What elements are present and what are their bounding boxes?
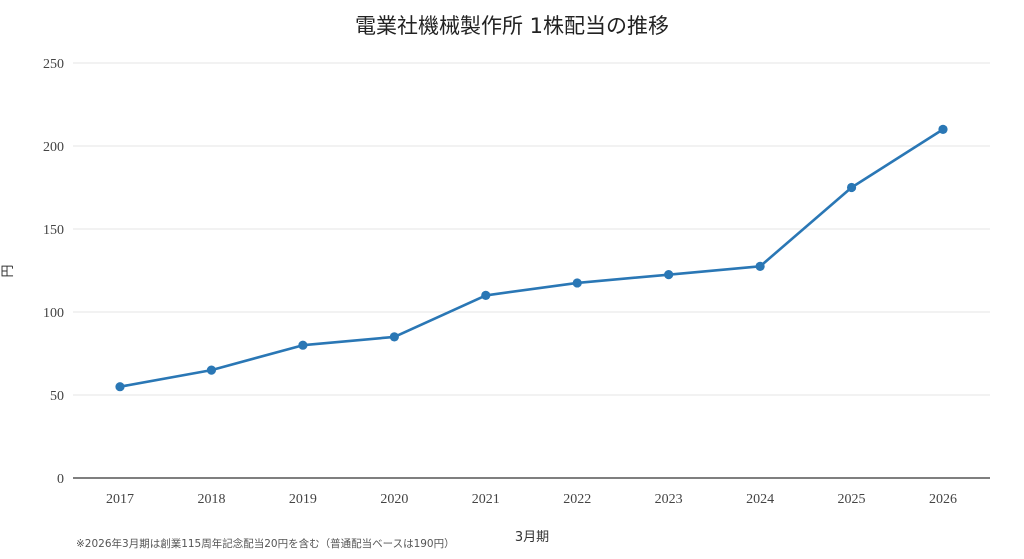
x-tick-label: 2020 — [380, 492, 408, 507]
data-point — [389, 332, 399, 342]
series-layer — [115, 124, 948, 392]
x-tick-label: 2023 — [655, 492, 683, 507]
y-tick-labels: 0 50 100 150 200 250 — [43, 57, 64, 487]
data-point — [206, 365, 217, 375]
data-point — [755, 261, 765, 271]
series-line — [119, 128, 944, 388]
x-tick-label: 2019 — [289, 492, 317, 507]
y-tick-label: 250 — [43, 57, 64, 72]
data-point — [298, 340, 308, 350]
data-point — [481, 290, 491, 300]
x-tick-label: 2024 — [746, 492, 774, 507]
x-tick-label: 2025 — [838, 492, 866, 507]
y-tick-label: 150 — [43, 223, 64, 238]
x-tick-label: 2022 — [563, 492, 591, 507]
chart-title: 電業社機械製作所 1株配当の推移 — [355, 14, 669, 38]
x-tick-label: 2026 — [929, 492, 957, 507]
y-tick-label: 200 — [43, 140, 64, 155]
x-tick-label: 2021 — [472, 492, 500, 507]
x-tick-label: 2018 — [197, 492, 225, 507]
y-tick-label: 100 — [43, 306, 64, 321]
data-point — [846, 182, 857, 193]
data-point — [938, 124, 948, 134]
data-point — [115, 382, 125, 392]
x-tick-label: 2017 — [106, 492, 134, 507]
y-axis-label: 円 — [1, 264, 16, 277]
y-tick-label: 50 — [50, 389, 64, 404]
y-tick-label: 0 — [57, 472, 64, 487]
gridlines — [73, 62, 990, 396]
x-tick-labels: 2017 2018 2019 2020 2021 2022 2023 2024 2025 2026 — [106, 492, 957, 507]
data-point — [664, 270, 674, 280]
data-point — [572, 278, 582, 288]
footnote: ※2026年3月期は創業115周年記念配当20円を含む（普通配当ベースは190円… — [76, 537, 455, 550]
x-axis-label: 3月期 — [515, 530, 549, 545]
